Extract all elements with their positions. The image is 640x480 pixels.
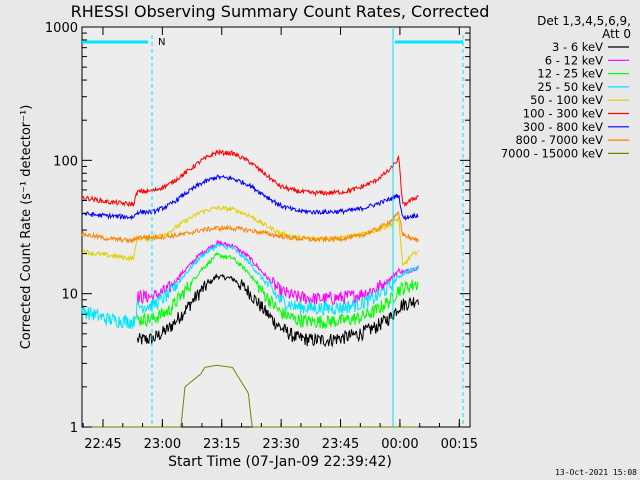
legend-label-50-100-kev: 50 - 100 keV (530, 93, 603, 107)
series-25-50-kev (81, 243, 419, 329)
y-tick-label: 1 (70, 421, 78, 436)
series-line-12-25-kev (136, 252, 419, 330)
legend-label-25-50-kev: 25 - 50 keV (537, 80, 603, 94)
y-axis: 1 10 100 1000 (45, 21, 470, 436)
x-tick-label: 22:45 (84, 437, 121, 452)
series-12-25-kev (136, 252, 419, 330)
series-line-300-800-kev (81, 173, 419, 221)
legend-label-300-800-kev: 300 - 800 keV (523, 120, 603, 134)
series-line-25-50-kev (81, 243, 419, 329)
chart-title: RHESSI Observing Summary Count Rates, Co… (71, 2, 490, 21)
x-tick-label: 23:00 (144, 437, 181, 452)
night-label: N (158, 37, 165, 48)
x-tick-label: 00:15 (441, 437, 478, 452)
legend-label-6-12-kev: 6 - 12 keV (545, 53, 603, 67)
x-tick-label: 23:15 (203, 437, 240, 452)
series-line-800-7000-kev (81, 211, 419, 244)
legend-label-3-6-kev: 3 - 6 keV (552, 40, 603, 54)
plot-area (81, 26, 471, 428)
legend-label-800-7000-kev: 800 - 7000 keV (515, 133, 603, 147)
x-tick-label: 00:00 (381, 437, 418, 452)
x-axis-label: Start Time (07-Jan-09 22:39:42) (168, 454, 392, 470)
legend-header-line-2: Att 0 (602, 27, 631, 41)
night-saa-overlays: N (82, 27, 464, 427)
legend-label-7000-15000-kev: 7000 - 15000 keV (501, 146, 603, 160)
series-line-7000-15000-kev (82, 364, 419, 428)
y-axis-label: Corrected Count Rate (s⁻¹ detector⁻¹) (19, 105, 34, 350)
series-800-7000-kev (81, 211, 419, 244)
x-tick-label: 23:45 (322, 437, 359, 452)
y-tick-label: 100 (53, 154, 78, 169)
legend-label-12-25-kev: 12 - 25 keV (537, 67, 603, 81)
series-100-300-kev (81, 148, 419, 208)
y-tick-label: 10 (61, 288, 78, 303)
x-axis: 22:45 23:00 23:15 23:30 23:45 00:00 00:15 (82, 27, 478, 452)
series-line-3-6-kev (136, 273, 419, 348)
y-tick-label: 1000 (45, 21, 78, 36)
legend-header-line-1: Det 1,3,4,5,6,9, (537, 14, 631, 28)
timestamp: 13-Oct-2021 15:08 (555, 468, 637, 477)
series-300-800-kev (81, 173, 419, 221)
legend-label-100-300-kev: 100 - 300 keV (523, 107, 603, 121)
series-line-100-300-kev (81, 148, 419, 208)
series-3-6-kev (136, 273, 419, 348)
series-7000-15000-kev (82, 364, 419, 428)
x-tick-label: 23:30 (262, 437, 299, 452)
